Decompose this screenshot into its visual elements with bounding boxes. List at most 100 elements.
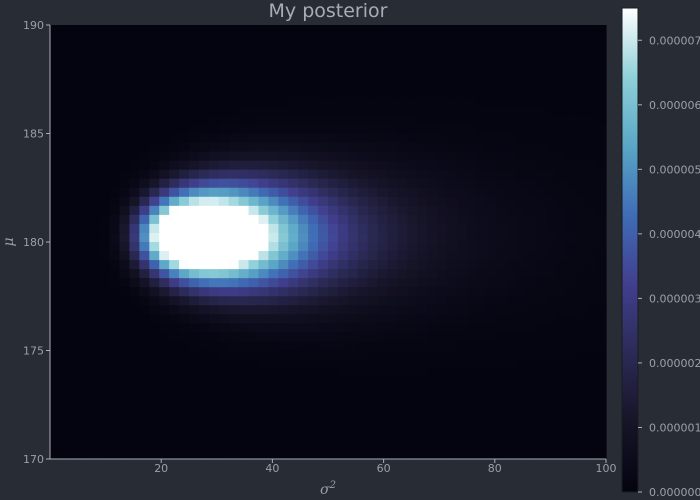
heatmap-cell bbox=[586, 242, 597, 252]
heatmap-cell bbox=[566, 251, 577, 261]
heatmap-cell bbox=[99, 287, 111, 297]
heatmap-cell bbox=[407, 133, 418, 144]
heatmap-cell bbox=[427, 368, 438, 379]
heatmap-cell bbox=[218, 296, 230, 306]
heatmap-cell bbox=[89, 422, 101, 433]
heatmap-cell bbox=[169, 296, 180, 306]
heatmap-cell bbox=[586, 368, 597, 379]
heatmap-cell bbox=[586, 205, 597, 216]
heatmap-cell bbox=[347, 52, 359, 62]
x-tick-label: 60 bbox=[377, 462, 391, 475]
heatmap-cell bbox=[69, 449, 81, 460]
heatmap-cell bbox=[169, 97, 180, 107]
heatmap-cell bbox=[169, 205, 180, 216]
heatmap-cell bbox=[109, 440, 121, 451]
heatmap-cell bbox=[516, 178, 528, 189]
heatmap-cell bbox=[467, 61, 478, 71]
heatmap-cell bbox=[288, 223, 299, 234]
heatmap-cell bbox=[288, 287, 299, 297]
heatmap-cell bbox=[288, 386, 299, 397]
heatmap-cell bbox=[298, 305, 309, 315]
heatmap-cell bbox=[99, 404, 111, 415]
heatmap-cell bbox=[526, 260, 538, 270]
heatmap-cell bbox=[556, 368, 567, 379]
heatmap-cell bbox=[139, 305, 150, 315]
heatmap-cell bbox=[536, 61, 548, 71]
heatmap-cell bbox=[417, 79, 428, 89]
heatmap-cell bbox=[407, 413, 418, 424]
heatmap-cell bbox=[407, 341, 418, 352]
heatmap-cell bbox=[248, 151, 260, 162]
heatmap-cell bbox=[278, 97, 289, 107]
heatmap-cell bbox=[387, 115, 399, 126]
heatmap-cell bbox=[198, 314, 210, 324]
heatmap-cell bbox=[50, 323, 61, 334]
heatmap-cell bbox=[496, 70, 508, 80]
heatmap-cell bbox=[119, 350, 131, 361]
heatmap-cell bbox=[288, 251, 299, 261]
heatmap-cell bbox=[258, 413, 270, 424]
heatmap-cell bbox=[99, 106, 111, 117]
heatmap-cell bbox=[328, 106, 339, 117]
heatmap-cell bbox=[427, 350, 438, 361]
heatmap-cell bbox=[496, 440, 508, 451]
heatmap-cell bbox=[228, 52, 240, 62]
heatmap-cell bbox=[556, 296, 567, 306]
heatmap-cell bbox=[179, 422, 190, 433]
heatmap-cell bbox=[258, 395, 270, 406]
heatmap-cell bbox=[318, 151, 329, 162]
heatmap-cell bbox=[397, 115, 409, 126]
heatmap-cell bbox=[536, 169, 548, 180]
heatmap-cell bbox=[546, 242, 557, 252]
heatmap-cell bbox=[417, 214, 428, 225]
heatmap-cell bbox=[288, 187, 299, 198]
heatmap-cell bbox=[159, 305, 170, 315]
heatmap-cell bbox=[427, 323, 438, 334]
heatmap-cell bbox=[248, 395, 260, 406]
heatmap-cell bbox=[258, 196, 270, 207]
heatmap-cell bbox=[576, 187, 587, 198]
heatmap-cell bbox=[486, 70, 498, 80]
heatmap-cell bbox=[367, 178, 379, 189]
heatmap-cell bbox=[129, 332, 140, 343]
heatmap-cell bbox=[486, 115, 498, 126]
heatmap-cell bbox=[288, 70, 299, 80]
heatmap-cell bbox=[189, 422, 200, 433]
heatmap-cell bbox=[417, 133, 428, 144]
heatmap-cell bbox=[278, 88, 289, 98]
heatmap-cell bbox=[59, 52, 71, 62]
heatmap-cell bbox=[238, 142, 250, 153]
heatmap-cell bbox=[377, 214, 389, 225]
heatmap-cell bbox=[288, 242, 299, 252]
heatmap-cell bbox=[328, 142, 339, 153]
heatmap-cell bbox=[208, 25, 220, 35]
heatmap-cell bbox=[228, 269, 240, 279]
heatmap-cell bbox=[467, 305, 478, 315]
heatmap-cell bbox=[516, 278, 528, 288]
heatmap-cell bbox=[89, 368, 101, 379]
heatmap-cell bbox=[367, 106, 379, 117]
heatmap-cell bbox=[367, 404, 379, 415]
heatmap-cell bbox=[208, 314, 220, 324]
heatmap-cell bbox=[99, 260, 111, 270]
heatmap-cell bbox=[566, 341, 577, 352]
heatmap-cell bbox=[50, 440, 61, 451]
heatmap-cell bbox=[169, 133, 180, 144]
heatmap-cell bbox=[536, 160, 548, 171]
heatmap-cell bbox=[59, 79, 71, 89]
heatmap-cell bbox=[79, 61, 91, 71]
heatmap-cell bbox=[298, 296, 309, 306]
heatmap-cell bbox=[367, 160, 379, 171]
heatmap-cell bbox=[318, 142, 329, 153]
heatmap-cell bbox=[119, 133, 131, 144]
heatmap-cell bbox=[159, 341, 170, 352]
heatmap-cell bbox=[228, 422, 240, 433]
heatmap-cell bbox=[357, 43, 369, 53]
heatmap-cell bbox=[437, 205, 448, 216]
heatmap-cell bbox=[318, 404, 329, 415]
heatmap-cell bbox=[89, 151, 101, 162]
heatmap-cell bbox=[79, 142, 91, 153]
heatmap-cell bbox=[596, 449, 607, 460]
heatmap-cell bbox=[407, 169, 418, 180]
heatmap-cell bbox=[546, 323, 557, 334]
